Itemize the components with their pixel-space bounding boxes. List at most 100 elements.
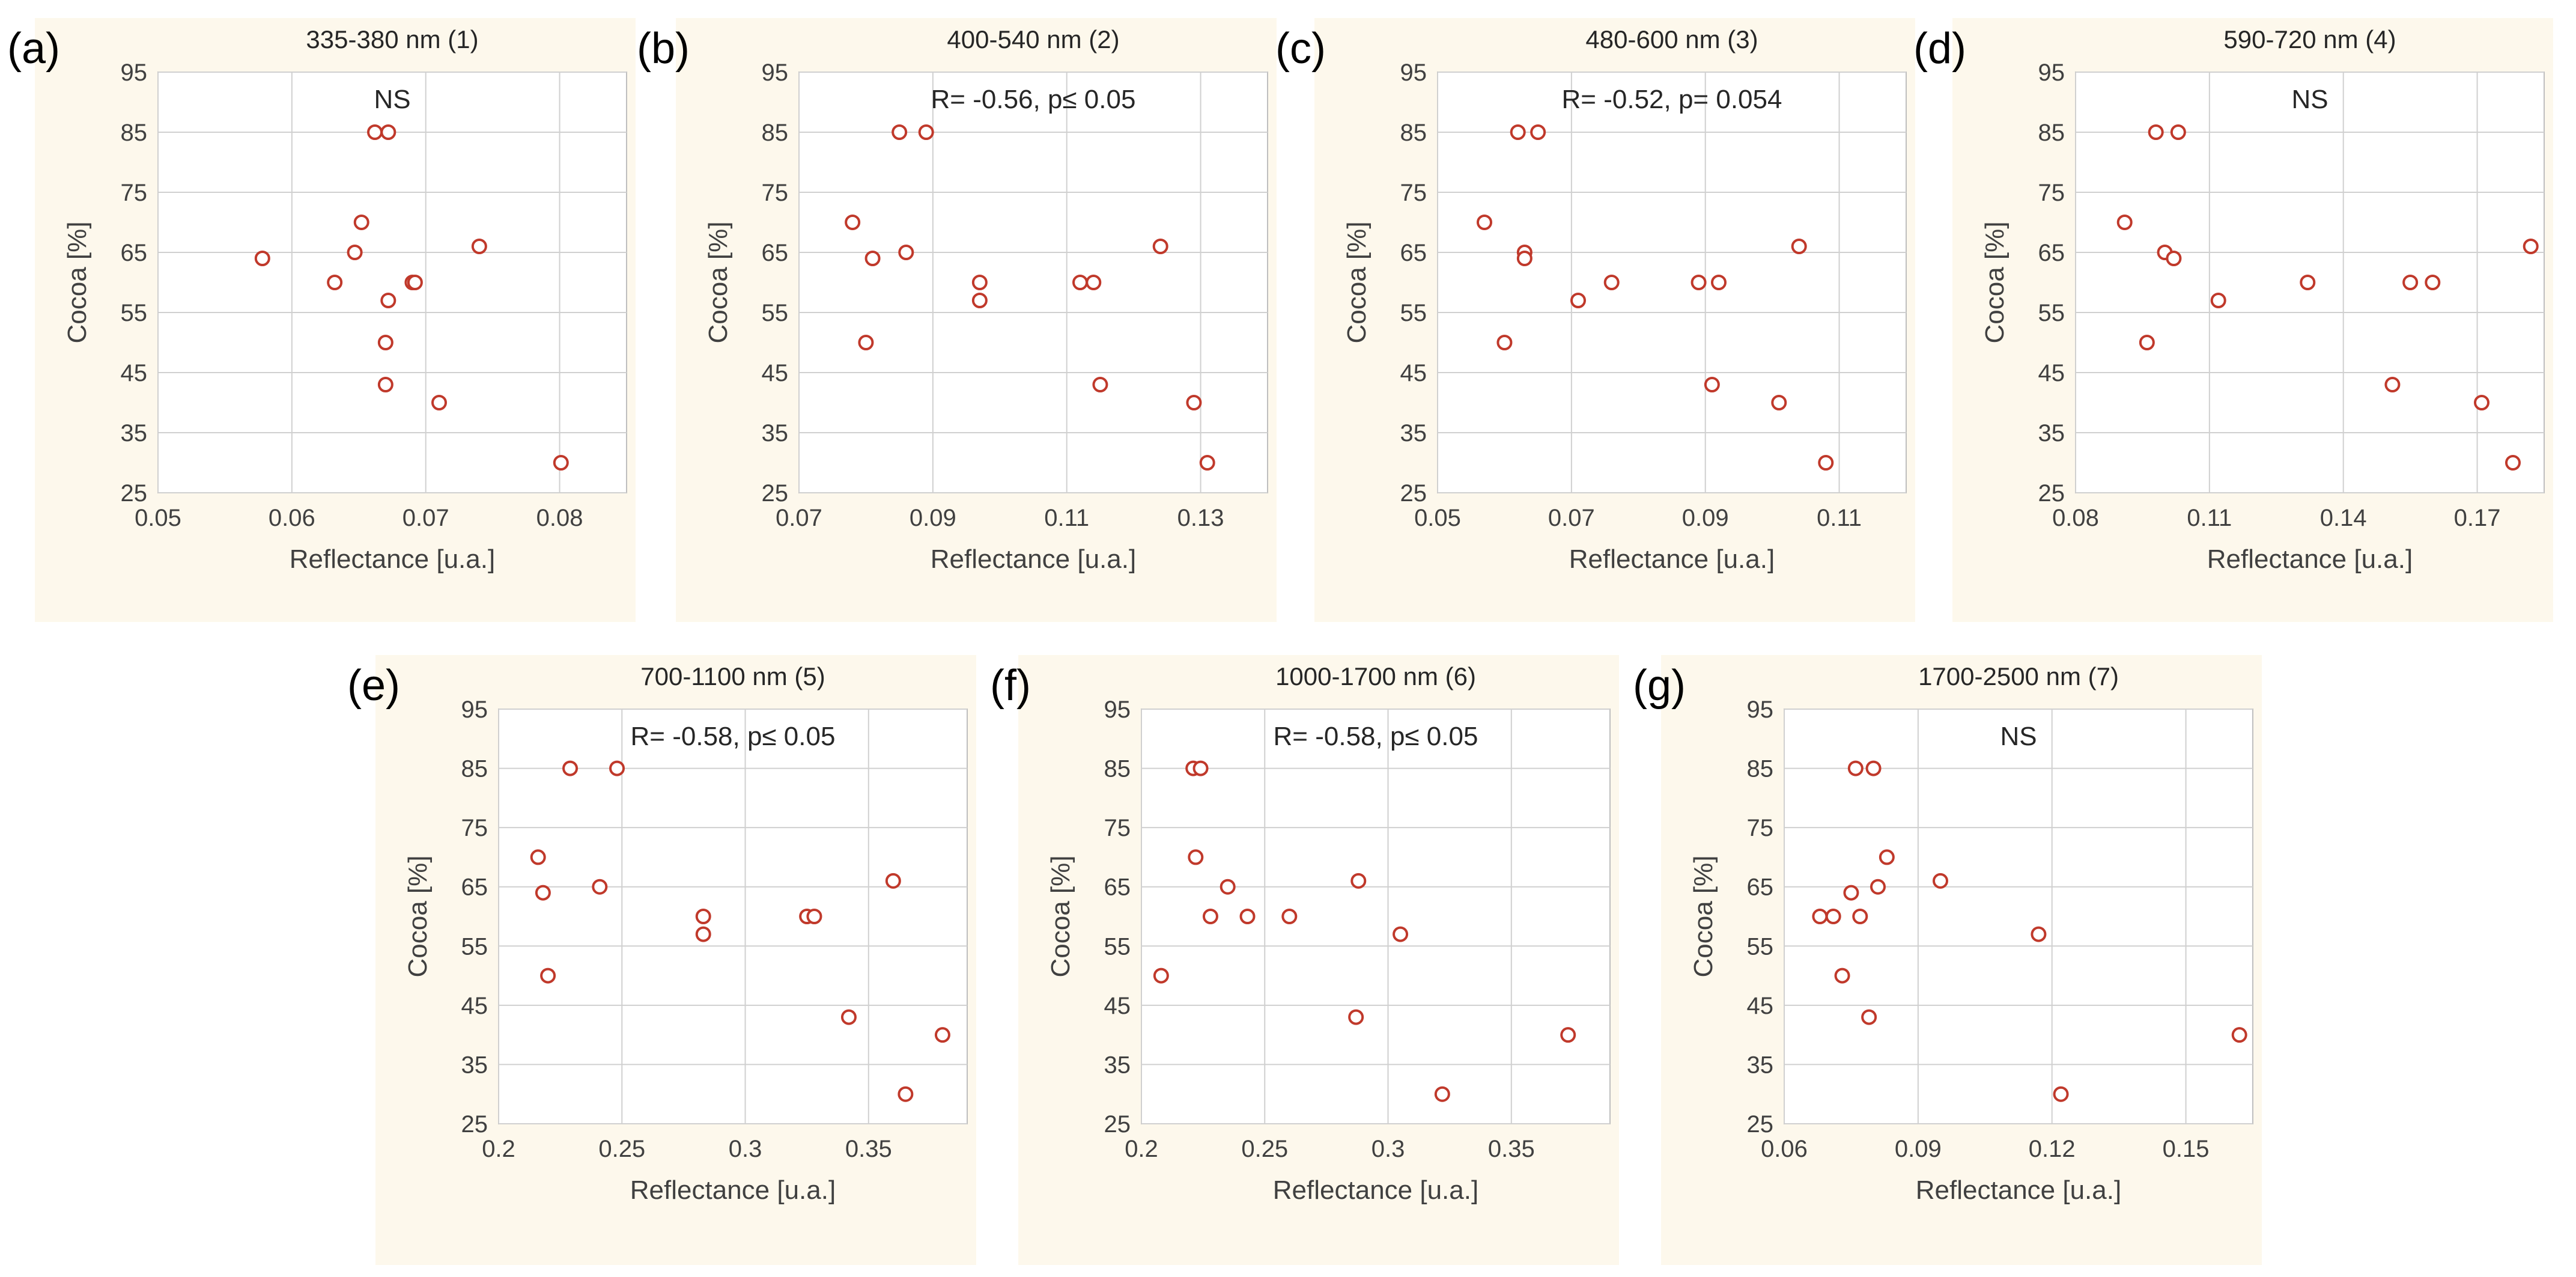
- data-point: [1092, 377, 1108, 392]
- data-point: [1879, 849, 1895, 865]
- x-tick-label: 0.3: [1372, 1136, 1405, 1162]
- data-point: [1393, 926, 1409, 942]
- data-point: [380, 124, 396, 140]
- data-point: [695, 926, 711, 942]
- y-tick-label: 45: [121, 360, 148, 386]
- y-tick-label: 55: [762, 300, 789, 326]
- y-axis-label: Cocoa [%]: [1980, 222, 2009, 344]
- data-point: [1496, 335, 1513, 350]
- panel-c: 25 35 45 55 65 75 85 95 0.05 0.07 0.09 0.11 480-600 …: [1275, 18, 1915, 622]
- data-point: [695, 909, 711, 924]
- stat-annotation: NS: [374, 85, 410, 114]
- x-tick-label: 0.06: [1761, 1136, 1808, 1162]
- y-tick-label: 75: [2038, 180, 2065, 206]
- data-point: [2300, 275, 2316, 290]
- data-point: [1516, 251, 1533, 266]
- stat-annotation: R= -0.58, p≤ 0.05: [631, 722, 836, 751]
- data-point: [1570, 293, 1586, 308]
- data-point: [1818, 455, 1834, 471]
- y-tick-label: 95: [2038, 59, 2065, 86]
- x-tick-label: 0.07: [776, 505, 822, 531]
- data-point: [1690, 275, 1707, 290]
- data-point: [1199, 455, 1215, 471]
- data-point: [540, 968, 556, 984]
- data-point: [934, 1027, 950, 1043]
- data-point: [431, 395, 447, 410]
- x-tick-label: 0.11: [1817, 505, 1862, 531]
- panel-e: 25 35 45 55 65 75 85 95 0.2 0.25 0.3 0.35 700-1100 n…: [347, 655, 976, 1265]
- data-point: [1812, 909, 1828, 924]
- y-tick-label: 85: [1747, 756, 1774, 782]
- chart-title: 1700-2500 nm (7): [1918, 662, 2119, 690]
- y-tick-label: 95: [1104, 696, 1131, 723]
- x-tick-label: 0.11: [1044, 505, 1089, 531]
- x-tick-label: 0.05: [1414, 505, 1461, 531]
- data-point: [2031, 926, 2047, 942]
- chart-title: 590-720 nm (4): [2223, 25, 2396, 53]
- y-tick-label: 55: [1400, 300, 1427, 326]
- x-tick-label: 0.14: [2320, 505, 2367, 531]
- chart-title: 1000-1700 nm (6): [1275, 662, 1476, 690]
- y-tick-label: 75: [1400, 180, 1427, 206]
- y-tick-label: 35: [1104, 1052, 1131, 1078]
- x-tick-label: 0.08: [2052, 505, 2099, 531]
- data-point: [1865, 760, 1882, 776]
- y-tick-label: 25: [461, 1111, 488, 1138]
- x-tick-label: 0.25: [598, 1136, 645, 1162]
- data-point: [377, 377, 393, 392]
- panel-label: (c): [1275, 25, 1326, 73]
- y-tick-label: 45: [762, 360, 789, 386]
- x-tick-label: 0.06: [269, 505, 315, 531]
- y-tick-label: 35: [1747, 1052, 1774, 1078]
- panel-label: (b): [637, 25, 690, 73]
- x-axis-label: Reflectance [u.a.]: [1569, 544, 1775, 574]
- y-tick-label: 35: [2038, 420, 2065, 446]
- data-point: [1791, 239, 1807, 254]
- panel-label: (g): [1633, 662, 1686, 710]
- x-tick-label: 0.09: [910, 505, 956, 531]
- data-point: [2170, 124, 2186, 140]
- data-point: [2474, 395, 2489, 410]
- y-tick-label: 45: [2038, 360, 2065, 386]
- data-point: [592, 879, 608, 895]
- y-tick-label: 65: [762, 240, 789, 266]
- y-tick-label: 75: [461, 815, 488, 841]
- x-axis-label: Reflectance [u.a.]: [1916, 1175, 2121, 1205]
- y-tick-label: 45: [461, 993, 488, 1019]
- stat-annotation: R= -0.58, p≤ 0.05: [1274, 722, 1478, 751]
- x-tick-label: 0.35: [1488, 1136, 1535, 1162]
- data-point: [2166, 251, 2182, 266]
- y-tick-label: 25: [762, 480, 789, 507]
- panel-g: 25 35 45 55 65 75 85 95 0.06 0.09 0.12 0.15 1700-250…: [1633, 655, 2262, 1265]
- data-point: [2116, 215, 2133, 230]
- data-point: [380, 293, 396, 308]
- data-point: [898, 245, 914, 260]
- panel-label: (d): [1913, 25, 1966, 73]
- data-point: [1202, 909, 1218, 924]
- y-tick-label: 55: [2038, 300, 2065, 326]
- data-point: [2384, 377, 2401, 392]
- data-point: [2523, 239, 2539, 254]
- panel-b: 25 35 45 55 65 75 85 95 0.07 0.09 0.11 0.13 400-540 …: [637, 18, 1277, 622]
- y-tick-label: 65: [1104, 874, 1131, 901]
- x-axis-label: Reflectance [u.a.]: [1273, 1175, 1478, 1205]
- y-axis-label: Cocoa [%]: [1342, 222, 1372, 344]
- y-tick-label: 25: [1747, 1111, 1774, 1138]
- data-point: [553, 455, 569, 471]
- data-point: [2210, 293, 2226, 308]
- x-axis-label: Reflectance [u.a.]: [2207, 544, 2413, 574]
- y-tick-label: 85: [461, 756, 488, 782]
- data-point: [1434, 1086, 1450, 1102]
- chart-title: 335-380 nm (1): [306, 25, 478, 53]
- data-point: [1186, 395, 1202, 410]
- y-axis-label: Cocoa [%]: [1046, 856, 1075, 978]
- x-tick-label: 0.11: [2187, 505, 2232, 531]
- data-point: [840, 1009, 857, 1025]
- data-point: [1852, 909, 1868, 924]
- y-tick-label: 35: [121, 420, 148, 446]
- data-point: [1771, 395, 1787, 410]
- data-point: [2139, 335, 2155, 350]
- x-axis-label: Reflectance [u.a.]: [931, 544, 1136, 574]
- data-point: [2053, 1086, 2069, 1102]
- stat-annotation: NS: [2291, 85, 2328, 114]
